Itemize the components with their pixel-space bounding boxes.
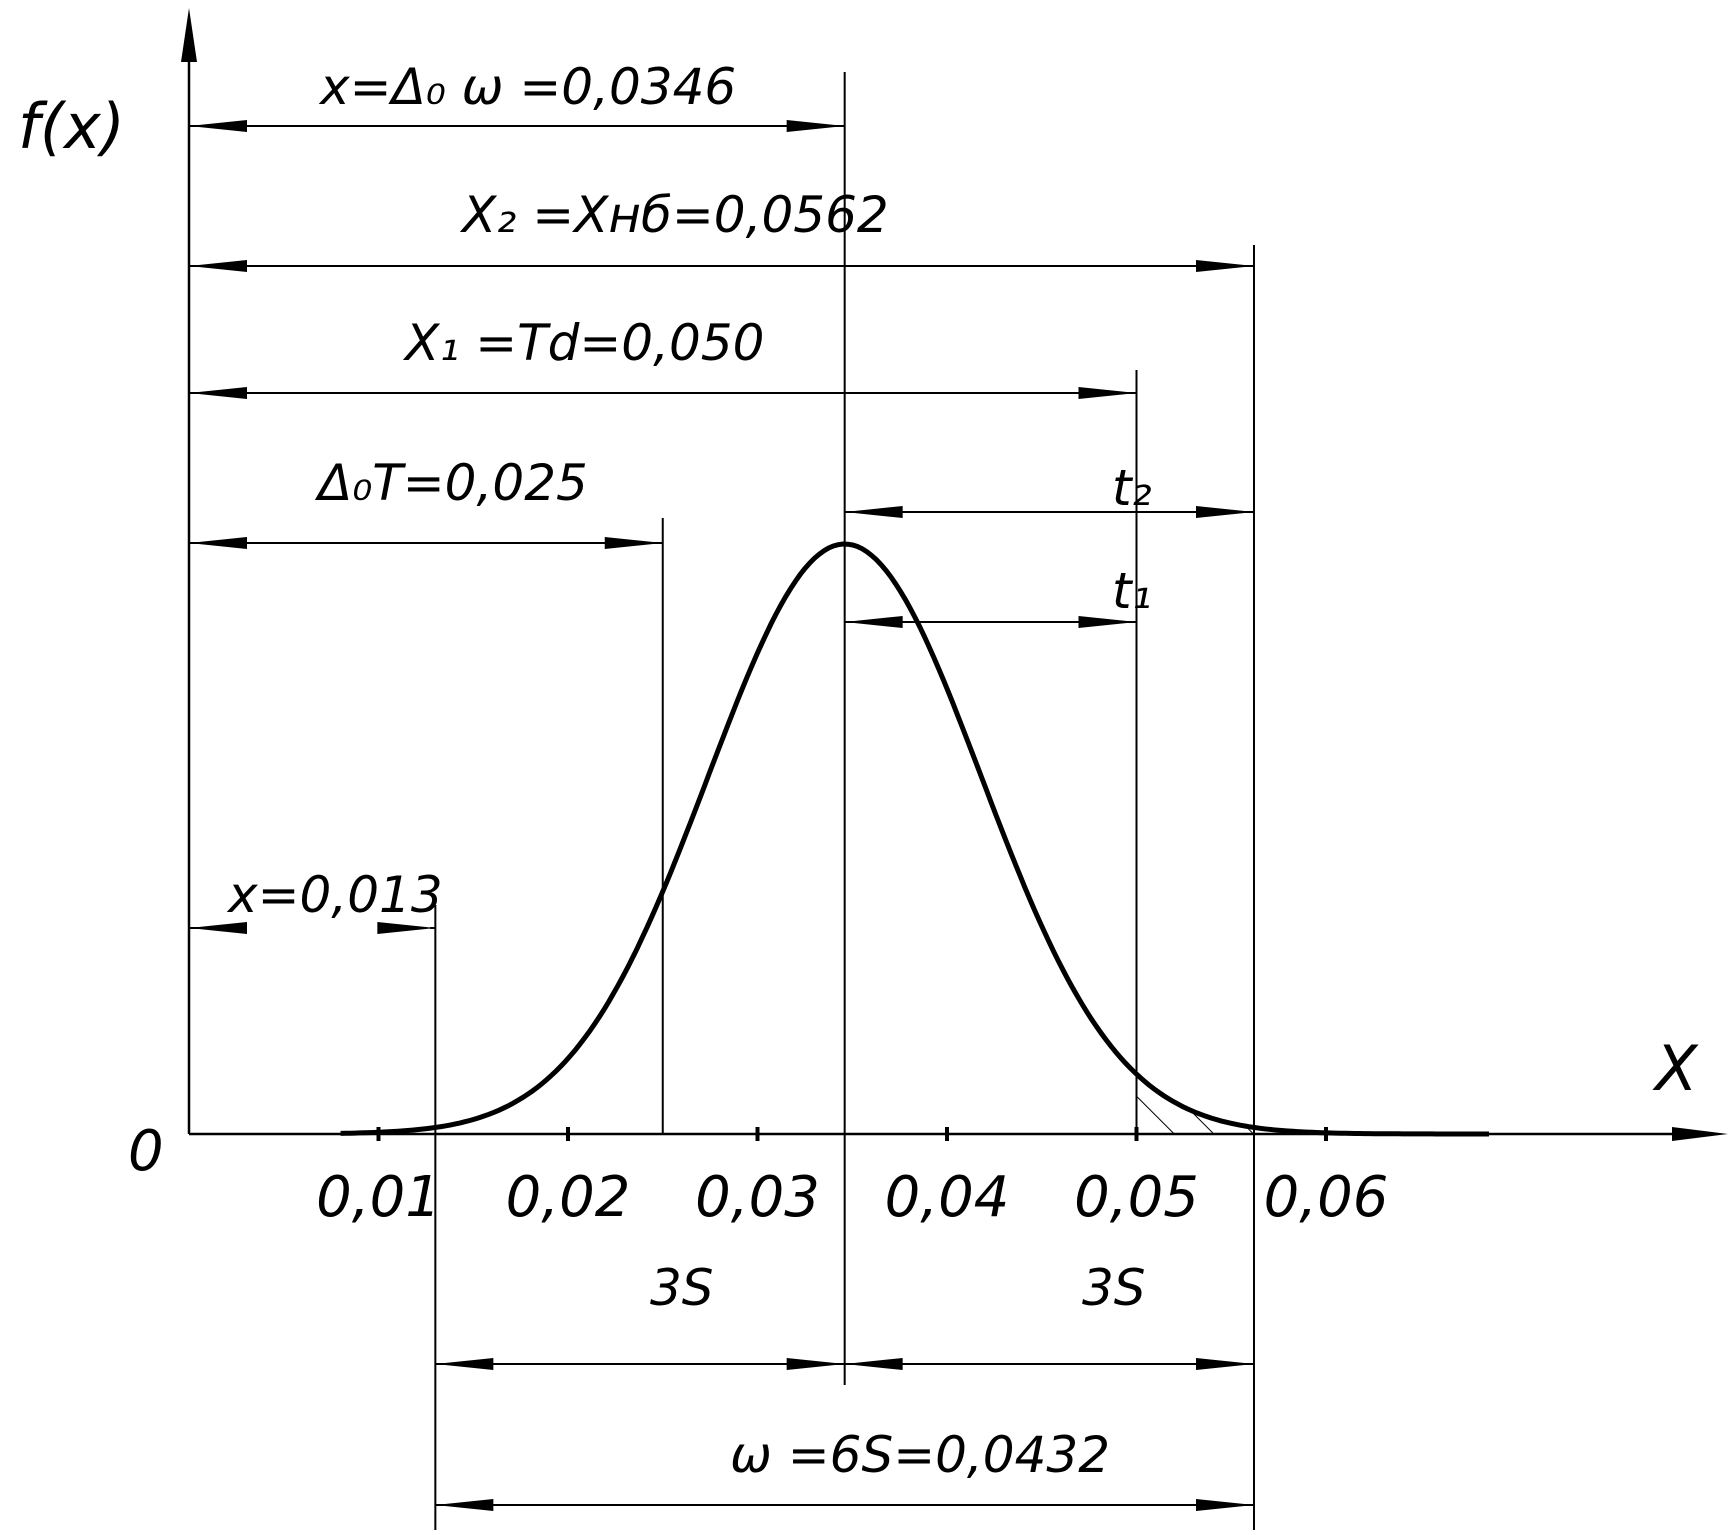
x1-annotation: X₁ =Td=0,050 bbox=[402, 314, 764, 372]
x2-annotation: X₂ =Xнб=0,0562 bbox=[459, 186, 889, 244]
x-axis-label: X bbox=[1652, 1032, 1699, 1105]
t2-annotation: t₂ bbox=[1112, 459, 1152, 517]
three-s-right-dimension-arrow-left bbox=[844, 1358, 903, 1370]
x-tick-label: 0,05 bbox=[1074, 1165, 1199, 1230]
x1-dimension-arrow-right bbox=[1078, 387, 1137, 399]
reference-lines bbox=[434, 72, 1255, 1530]
delta-t-dimension-arrow-left bbox=[189, 537, 247, 549]
y-axis-arrow bbox=[181, 8, 197, 62]
dimension-lines bbox=[189, 120, 1254, 1511]
three-s-left-dimension-arrow-left bbox=[435, 1358, 494, 1370]
three-s-left-annotation: 3S bbox=[650, 1259, 714, 1317]
xmin-annotation: x=0,013 bbox=[226, 866, 443, 924]
xmin-dimension-arrow-left bbox=[189, 922, 247, 934]
mean-annotation: x=Δ₀ ω =0,0346 bbox=[318, 58, 736, 116]
omega-annotation: ω =6S=0,0432 bbox=[730, 1426, 1110, 1484]
x-tick-label: 0,02 bbox=[506, 1165, 631, 1230]
t1-annotation: t₁ bbox=[1112, 562, 1152, 620]
omega-dimension-arrow-right bbox=[1195, 1499, 1254, 1511]
mean-dimension-arrow-right bbox=[786, 120, 845, 132]
origin-label: 0 bbox=[128, 1119, 164, 1184]
x1-dimension-arrow-left bbox=[189, 387, 247, 399]
x-tick-label: 0,06 bbox=[1264, 1165, 1389, 1230]
t2-dimension-arrow-left bbox=[844, 506, 903, 518]
t1-dimension-arrow-left bbox=[844, 616, 903, 628]
delta-t-dimension-arrow-right bbox=[604, 537, 663, 549]
three-s-left-dimension-arrow-right bbox=[786, 1358, 845, 1370]
x2-dimension-arrow-left bbox=[189, 260, 247, 272]
y-axis-label: f(x) bbox=[18, 90, 125, 163]
x2-dimension-arrow-right bbox=[1195, 260, 1254, 272]
mean-dimension-arrow-left bbox=[189, 120, 247, 132]
x-tick-label: 0,01 bbox=[316, 1165, 441, 1230]
t2-dimension-arrow-right bbox=[1195, 506, 1254, 518]
normal-curve bbox=[340, 541, 1489, 1137]
three-s-right-dimension-arrow-right bbox=[1195, 1358, 1254, 1370]
delta-t-annotation: Δ₀T=0,025 bbox=[314, 454, 588, 512]
xmin-dimension-arrow-right bbox=[377, 922, 436, 934]
three-s-right-annotation: 3S bbox=[1082, 1259, 1146, 1317]
omega-dimension-arrow-left bbox=[435, 1499, 494, 1511]
x-axis-arrow bbox=[1672, 1127, 1728, 1141]
x-ticks: 0,01 0,02 0,03 0,04 0,05 0,06 bbox=[316, 1127, 1388, 1230]
x-tick-label: 0,04 bbox=[885, 1165, 1010, 1230]
x-tick-label: 0,03 bbox=[695, 1165, 820, 1230]
t1-dimension-arrow-right bbox=[1078, 616, 1137, 628]
